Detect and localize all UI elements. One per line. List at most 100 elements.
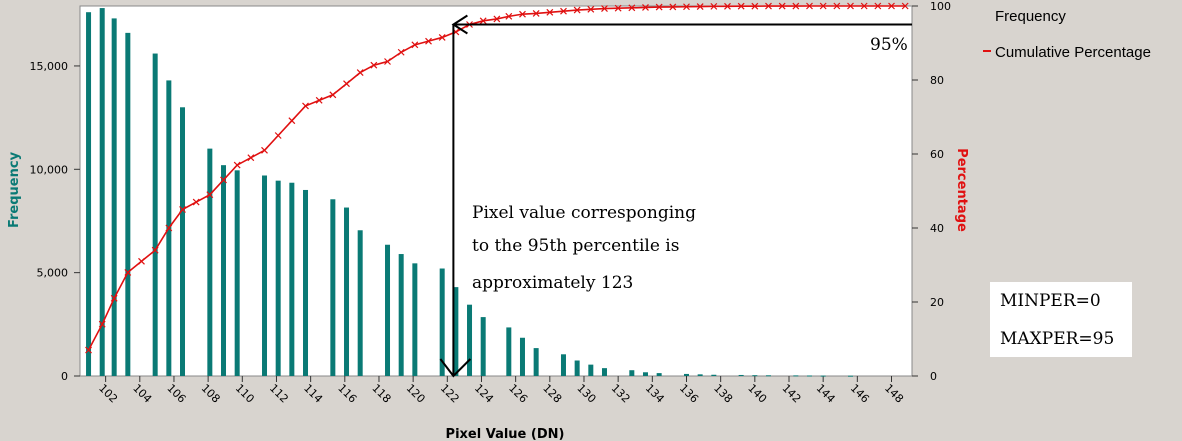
- cumulative-point-33: [532, 9, 540, 17]
- x-tick-label-144: 144: [814, 382, 838, 406]
- x-tick-label-118: 118: [369, 382, 393, 406]
- cumulative-point-marker-b: [493, 15, 501, 23]
- cumulative-point-42: [655, 3, 663, 11]
- frequency-bar-36: [711, 374, 717, 376]
- arrow-vertical-head: [439, 358, 472, 378]
- cumulative-point-8: [192, 198, 200, 206]
- frequency-bar-21: [453, 287, 459, 376]
- cumulative-point-31: [505, 12, 513, 20]
- frequency-bar-4: [152, 53, 158, 376]
- params-box-frame: [990, 282, 1132, 357]
- cumulative-point-20: [356, 69, 364, 77]
- cumulative-point-50: [765, 2, 772, 10]
- cumulative-point-44: [683, 3, 690, 11]
- cumulative-point-marker-b: [710, 2, 718, 10]
- x-axis-title: Pixel Value (DN): [446, 427, 565, 441]
- params-minper: MINPER=0: [1000, 291, 1101, 311]
- cumulative-point-marker-b: [573, 6, 581, 14]
- cumulative-point-23: [397, 48, 405, 56]
- cumulative-point-marker-b: [124, 268, 132, 276]
- cumulative-point-marker-b: [343, 80, 350, 88]
- cumulative-point-marker-b: [288, 117, 296, 125]
- x-tick-label-130: 130: [574, 382, 598, 406]
- frequency-bar-39: [765, 375, 771, 377]
- frequency-bar-3: [125, 32, 131, 376]
- y2-tick-label-100: 100: [930, 0, 951, 13]
- legend-label-frequency: Frequency: [995, 8, 1066, 25]
- cumulative-point-58: [874, 2, 882, 10]
- cumulative-point-marker-b: [356, 69, 364, 77]
- y2-axis-title: Percentage: [954, 148, 969, 232]
- frequency-bar-10: [262, 175, 268, 376]
- cumulative-point-marker-b: [601, 5, 608, 13]
- cumulative-point-36: [573, 6, 581, 14]
- cumulative-point-6: [165, 224, 173, 232]
- cumulative-point-marker-b: [683, 3, 690, 11]
- frequency-bar-30: [601, 368, 607, 376]
- frequency-bar-22: [467, 304, 473, 376]
- cumulative-point-marker-b: [261, 146, 268, 154]
- frequency-bar-40: [793, 375, 799, 377]
- x-tick-label-146: 146: [848, 382, 872, 406]
- cumulative-point-marker-b: [370, 61, 378, 69]
- y2-tick-label-80: 80: [930, 74, 944, 87]
- y-axis-title: Frequency: [7, 151, 22, 228]
- frequency-bar-16: [357, 230, 363, 376]
- cumulative-point-marker-b: [110, 294, 118, 302]
- cumulative-point-39: [614, 4, 622, 12]
- x-tick-label-132: 132: [609, 382, 633, 406]
- cumulative-point-57: [860, 2, 868, 10]
- cumulative-point-marker-b: [384, 58, 391, 65]
- y2-tick-label-0: 0: [930, 370, 937, 383]
- frequency-bar-17: [385, 244, 391, 376]
- params-box: MINPER=0 MAXPER=95: [990, 282, 1132, 357]
- frequency-bar-41: [806, 375, 812, 377]
- cumulative-point-marker-b: [397, 48, 405, 56]
- annotation-note-line-1: Pixel value corresponging: [472, 203, 696, 223]
- x-tick-label-148: 148: [882, 382, 906, 406]
- frequency-bar-25: [519, 337, 525, 376]
- cumulative-point-marker-b: [737, 2, 745, 10]
- cumulative-point-22: [384, 58, 391, 65]
- cumulative-point-marker-b: [778, 2, 786, 10]
- frequency-bar-32: [642, 372, 648, 376]
- cumulative-point-marker-b: [329, 91, 337, 99]
- cumulative-point-marker-b: [696, 3, 704, 10]
- x-tick-label-128: 128: [540, 382, 564, 406]
- cumulative-point-37: [587, 5, 595, 13]
- frequency-bar-14: [330, 199, 336, 376]
- frequency-bar-26: [533, 348, 539, 376]
- x-tick-label-140: 140: [745, 382, 769, 406]
- y-tick-label-10000: 10,000: [30, 163, 69, 176]
- cumulative-point-60: [901, 2, 909, 10]
- frequency-bar-43: [847, 375, 853, 377]
- y-tick-label-0: 0: [61, 370, 68, 383]
- frequency-bar-6: [180, 107, 186, 377]
- annotation-arrows: [439, 14, 912, 378]
- cumulative-point-marker-b: [888, 2, 895, 10]
- cumulative-point-marker-b: [233, 161, 241, 169]
- cumulative-point-marker-b: [546, 8, 554, 16]
- cumulative-point-13: [261, 146, 268, 154]
- frequency-bar-2: [111, 18, 117, 377]
- frequency-bar-11: [275, 180, 281, 376]
- y-tick-label-15000: 15,000: [30, 60, 69, 73]
- cumulative-point-2: [110, 294, 118, 302]
- frequency-bar-29: [588, 364, 594, 376]
- cumulative-point-marker-b: [247, 154, 255, 162]
- cumulative-point-5: [151, 246, 159, 254]
- cumulative-point-marker-b: [302, 102, 309, 110]
- frequency-bar-0: [86, 12, 92, 377]
- cumulative-point-32: [519, 10, 526, 18]
- frequency-bar-8: [221, 165, 227, 376]
- cumulative-point-marker-b: [138, 257, 145, 265]
- x-tick-label-138: 138: [711, 382, 735, 406]
- cumulative-point-marker-b: [724, 2, 731, 10]
- frequency-bars: [86, 8, 853, 377]
- frequency-bar-19: [412, 263, 418, 376]
- frequency-bar-42: [820, 375, 826, 377]
- cumulative-point-marker-b: [560, 7, 567, 15]
- frequency-bar-15: [344, 207, 350, 376]
- frequency-bar-18: [398, 254, 404, 376]
- y2-tick-label-60: 60: [930, 148, 944, 161]
